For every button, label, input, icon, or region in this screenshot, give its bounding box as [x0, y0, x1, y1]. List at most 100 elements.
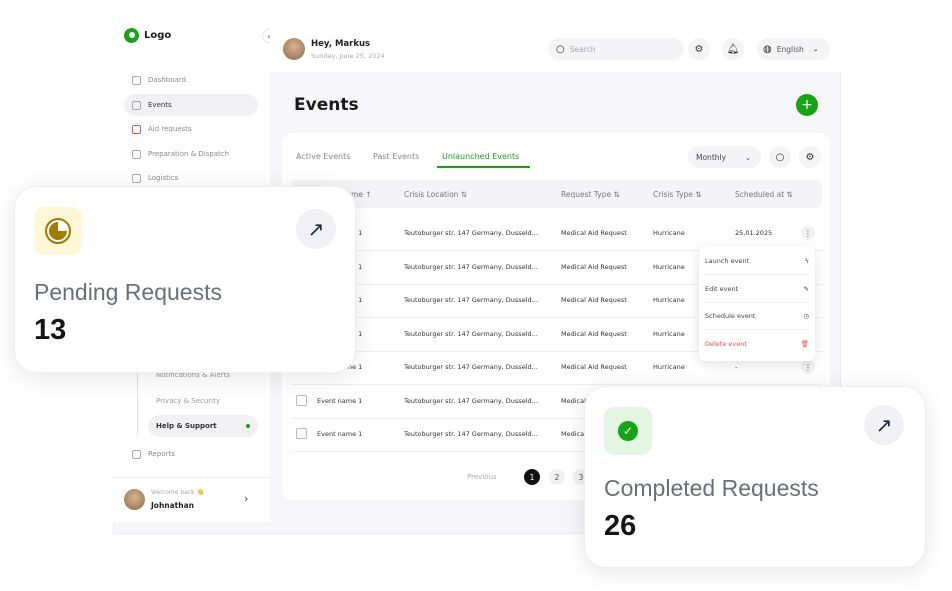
column-header-crisis-type[interactable]: Crisis Type ⇅	[653, 190, 702, 199]
previous-page-button[interactable]: Previous	[467, 473, 497, 481]
more-vertical-icon: ⋮	[804, 228, 812, 238]
cell-request: Medical Aid Request	[561, 363, 627, 371]
menu-item-schedule[interactable]: Schedule event ◷	[705, 303, 809, 330]
cell-request: Medical Aid Request	[561, 329, 627, 338]
row-divider	[291, 250, 822, 251]
sidebar-item-label: Dashboard	[148, 76, 186, 84]
header: Hey, Markus Sunday, June 25, 2024 ○ Searc…	[270, 15, 841, 72]
menu-label: Schedule event	[705, 312, 756, 320]
cell-crisis: Hurricane	[653, 296, 685, 304]
plus-icon: +	[801, 97, 813, 113]
sidebar-item-aid-requests[interactable]: Aid requests	[124, 118, 258, 140]
page-title: Events	[294, 95, 359, 115]
notifications-button[interactable]: 🔔︎	[722, 38, 744, 60]
cell-name: Event name 1	[317, 396, 363, 405]
filter-button[interactable]: ⚙	[688, 38, 710, 60]
sidebar-item-events[interactable]: Events	[124, 94, 258, 116]
sidebar-item-logistics[interactable]: Logistics	[124, 167, 258, 189]
column-header-location[interactable]: Crisis Location ⇅	[404, 190, 468, 199]
sidebar-item-dashboard[interactable]: Dashboard	[124, 69, 258, 91]
cell-location: Teutoburger str. 147 Germany, Dusseld...	[404, 329, 538, 338]
sidebar-item-label: Reports	[148, 450, 175, 458]
column-header-request-type[interactable]: Request Type ⇅	[561, 190, 620, 199]
sidebar-item-reports[interactable]: Reports	[124, 443, 258, 465]
sidebar-item-preparation-dispatch[interactable]: Preparation & Dispatch	[124, 143, 258, 165]
submenu-line	[137, 360, 138, 435]
tab-unlaunched-events[interactable]: Unlaunched Events	[442, 152, 520, 161]
sidebar-subitem-notifications[interactable]: Notifications & Alerts	[148, 364, 258, 386]
completed-requests-card[interactable]: ✓ ↗ Completed Requests 26	[584, 386, 926, 568]
row-divider	[291, 417, 822, 419]
truck-icon	[132, 173, 141, 183]
sliders-icon: ⚙	[694, 43, 704, 55]
menu-item-edit[interactable]: Edit event ✎	[705, 276, 809, 303]
greeting: Hey, Markus	[311, 39, 371, 49]
avatar	[124, 489, 145, 510]
cell-crisis: Hurricane	[653, 363, 685, 371]
calendar-icon	[132, 100, 141, 110]
completed-icon-box: ✓	[604, 407, 652, 455]
cell-crisis: Hurricane	[653, 262, 685, 271]
cell-crisis: Hurricane	[653, 229, 685, 237]
sidebar-item-label: Aid requests	[148, 125, 192, 133]
language-select[interactable]: ◍ English ⌄	[757, 38, 830, 60]
dispatch-icon	[132, 149, 141, 159]
row-divider	[291, 283, 822, 285]
row-actions-button[interactable]: ⋮	[801, 226, 815, 240]
arrow-up-right-icon[interactable]: ↗	[296, 209, 336, 249]
sidebar-item-label: Preparation & Dispatch	[148, 150, 230, 158]
tab-active-events[interactable]: Active Events	[296, 152, 351, 161]
row-checkbox[interactable]	[296, 394, 307, 406]
row-actions-button[interactable]: ⋮	[801, 360, 815, 374]
logo-icon	[124, 28, 139, 43]
pending-requests-card[interactable]: ↗ Pending Requests 13	[14, 186, 356, 373]
cell-request: Medical Aid Request	[561, 229, 627, 237]
cell-name: Event name 1	[317, 430, 363, 438]
row-divider	[291, 451, 822, 452]
logo[interactable]: Logo	[124, 28, 171, 43]
cell-location: Teutoburger str. 147 Germany, Dusseld...	[404, 430, 538, 438]
table-filter-button[interactable]: ⚙	[799, 146, 821, 168]
menu-label: Delete event	[705, 339, 747, 348]
menu-item-launch[interactable]: Launch event ϟ	[705, 248, 809, 275]
arrow-up-right-icon[interactable]: ↗	[864, 405, 904, 445]
table-search-button[interactable]: ○	[769, 146, 791, 168]
menu-label: Launch event	[705, 257, 750, 265]
sidebar-subitem-privacy[interactable]: Privacy & Security	[148, 390, 258, 412]
cell-crisis: Hurricane	[653, 329, 685, 338]
search-icon: ○	[775, 151, 785, 163]
add-event-button[interactable]: +	[796, 94, 818, 116]
column-header-scheduled[interactable]: Scheduled at ⇅	[735, 190, 793, 199]
page-button-2[interactable]: 2	[549, 469, 565, 485]
document-icon	[132, 124, 141, 134]
date: Sunday, June 25, 2024	[311, 52, 385, 60]
row-actions-menu: Launch event ϟ Edit event ✎ Schedule event…	[699, 246, 815, 361]
chevron-right-icon[interactable]: ›	[244, 492, 249, 505]
search-icon: ○	[556, 43, 565, 55]
tab-past-events[interactable]: Past Events	[373, 152, 420, 161]
cell-scheduled: 25.01.2025	[735, 229, 773, 237]
cell-location: Teutoburger str. 147 Germany, Dusseld...	[404, 262, 538, 271]
clock-icon: ◷	[803, 312, 809, 320]
pie-clock-icon	[45, 218, 71, 244]
globe-icon: ◍	[763, 43, 772, 55]
sidebar-subitem-help[interactable]: Help & Support	[148, 415, 258, 437]
trash-icon: 🗑︎	[800, 339, 809, 348]
period-select[interactable]: Monthly ⌄	[688, 146, 761, 168]
pending-icon-box	[34, 207, 82, 255]
menu-item-delete[interactable]: Delete event 🗑︎	[705, 330, 809, 357]
bell-icon: 🔔︎	[726, 43, 740, 55]
active-dot	[246, 424, 250, 428]
row-checkbox[interactable]	[296, 428, 307, 439]
sidebar-item-label: Logistics	[148, 174, 179, 182]
search-input[interactable]: ○ Search	[548, 38, 684, 60]
user-footer[interactable]: Welcome back 👋 Johnathan ›	[113, 477, 270, 522]
period-label: Monthly	[696, 152, 727, 162]
cell-request: Medical Aid Request	[561, 296, 627, 304]
page-button-1[interactable]: 1	[524, 469, 540, 485]
logo-text: Logo	[144, 30, 172, 41]
stat-label: Completed Requests	[604, 475, 819, 501]
sliders-icon: ⚙	[805, 151, 815, 163]
welcome-text: Welcome back 👋	[151, 489, 204, 496]
stat-value: 26	[604, 510, 637, 542]
